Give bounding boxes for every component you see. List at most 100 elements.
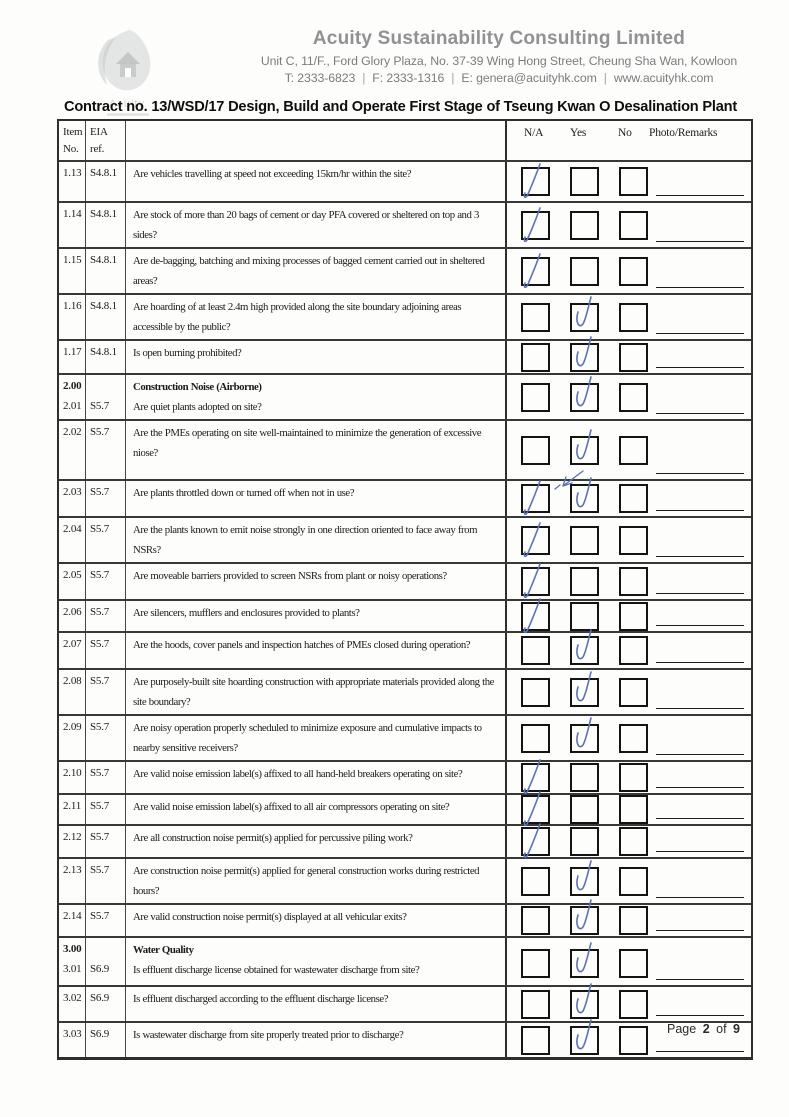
answer-cell	[507, 823, 751, 859]
answer-cell	[507, 335, 751, 373]
company-name: Acuity Sustainability Consulting Limited	[312, 28, 686, 49]
question-text: Are purposely-built site hoarding constr…	[133, 676, 494, 708]
checkbox-na	[521, 302, 550, 332]
eia-ref-cell: S6.9	[86, 938, 126, 985]
row-2.04: 2.04 S5.7 Are the plants known to emit noi…	[59, 518, 751, 564]
answer-cell	[507, 938, 751, 985]
checkbox-group	[521, 428, 648, 465]
answer-cell	[507, 563, 751, 599]
item-cell: 3.00 3.01	[59, 938, 86, 985]
eia-ref-value: S5.7	[90, 569, 110, 581]
question-text: Is effluent discharged according to the …	[133, 993, 389, 1005]
answer-cell	[507, 375, 751, 419]
remarks-line	[656, 241, 744, 242]
eia-ref-cell: S5.7	[86, 795, 126, 824]
eia-ref-value: S5.7	[90, 400, 110, 412]
checkbox-yes	[570, 167, 599, 196]
question-cell: Are purposely-built site hoarding constr…	[126, 670, 507, 714]
checkbox-na	[521, 342, 550, 372]
question-text: Are the hoods, cover panels and inspecti…	[133, 639, 471, 651]
checkbox-yes	[570, 859, 599, 896]
eia-ref-cell: S5.7	[86, 762, 126, 793]
question-text: Are quiet plants adopted on site?	[133, 400, 262, 413]
tick-mark-icon	[576, 859, 592, 890]
remarks-line	[656, 195, 744, 196]
tick-mark-icon	[576, 942, 592, 973]
checkbox-yes	[570, 827, 599, 856]
remarks-line	[656, 1051, 744, 1052]
checkbox-no	[619, 827, 648, 856]
row-3.02: 3.02 S6.9 Is effluent discharged according…	[59, 982, 751, 1023]
tick-mark-icon	[576, 629, 592, 660]
eia-ref-value: S4.8.1	[90, 300, 117, 312]
eia-ref-value: S5.7	[90, 675, 110, 687]
checkbox-yes	[570, 256, 599, 286]
checkbox-na	[521, 906, 550, 935]
row-1.15: 1.15 S4.8.1 Are de-bagging, batching and m…	[59, 249, 751, 295]
question-text: Are noisy operation properly scheduled t…	[133, 722, 482, 754]
tick-mark-icon	[523, 597, 541, 633]
answer-cell	[507, 203, 751, 247]
checkbox-na	[521, 480, 550, 516]
row-2.07: 2.07 S5.7 Are the hoods, cover panels and …	[59, 629, 751, 670]
tick-mark-icon	[523, 480, 541, 516]
question-cell: Water Quality Is effluent discharge licen…	[126, 938, 507, 985]
eia-ref-cell: S4.8.1	[86, 295, 126, 339]
question-cell: Are valid noise emission label(s) affixe…	[126, 762, 507, 793]
answer-cell	[507, 249, 751, 293]
header-remarks: Photo/Remarks	[649, 127, 718, 139]
tick-mark-icon	[576, 982, 592, 1013]
eia-ref-cell: S5.7	[86, 601, 126, 631]
row-2.02: 2.02 S5.7 Are the PMEs operating on site w…	[59, 421, 751, 481]
answer-cell	[507, 716, 751, 760]
checkbox-no	[619, 763, 648, 792]
item-cell: 1.15	[59, 249, 86, 293]
question-cell: Are de-bagging, batching and mixing proc…	[126, 249, 507, 293]
header-item-no: Item No.	[59, 121, 86, 160]
checkbox-na	[521, 163, 550, 199]
remarks-line	[656, 851, 744, 852]
row-2.13: 2.13 S5.7 Are construction noise permit(s)…	[59, 859, 751, 905]
row-3.00: 3.00 3.01 S6.9 Water Quality Is effluent dis…	[59, 938, 751, 987]
question-text: Are stock of more than 20 bags of cement…	[133, 209, 479, 241]
checkbox-no	[619, 167, 648, 196]
tick-mark-icon	[523, 163, 541, 199]
checkbox-na	[521, 383, 550, 412]
row-2.05: 2.05 S5.7 Are moveable barriers provided t…	[59, 563, 751, 601]
remarks-line	[656, 818, 744, 819]
question-text: Are vehicles travelling at speed not exc…	[133, 168, 412, 180]
question-cell: Are valid noise emission label(s) affixe…	[126, 795, 507, 824]
eia-ref-value: S5.7	[90, 606, 110, 618]
item-cell: 3.03	[59, 1023, 86, 1057]
tick-mark-icon	[576, 335, 592, 366]
eia-ref-cell: S5.7	[86, 859, 126, 903]
eia-ref-value: S5.7	[90, 910, 110, 922]
checkbox-yes	[570, 295, 599, 332]
eia-ref-cell: S5.7	[86, 633, 126, 668]
item-cell: 2.10	[59, 762, 86, 793]
letterhead: Acuity Sustainability Consulting Limited…	[225, 28, 773, 85]
checkbox-yes	[570, 335, 599, 372]
phone-number: T: 2333-6823	[284, 71, 356, 85]
checkbox-group	[521, 597, 648, 633]
company-address: Unit C, 11/F., Ford Glory Plaza, No. 37-…	[260, 54, 738, 68]
tick-mark-icon	[576, 477, 592, 508]
item-cell: 2.02	[59, 421, 86, 479]
eia-ref-value: S4.8.1	[90, 167, 117, 179]
question-text: Are de-bagging, batching and mixing proc…	[133, 255, 485, 287]
checkbox-yes	[570, 477, 599, 513]
question-text: Are silencers, mufflers and enclosures p…	[133, 607, 360, 619]
item-cell: 2.14	[59, 905, 86, 936]
checkbox-no	[619, 210, 648, 240]
tick-mark-icon	[523, 252, 541, 288]
question-text: Are valid noise emission label(s) affixe…	[133, 768, 463, 780]
section-title: Construction Noise (Airborne)	[133, 381, 262, 393]
question-text: Are all construction noise permit(s) app…	[133, 832, 413, 844]
checkbox-yes	[570, 210, 599, 240]
checkbox-no	[619, 302, 648, 332]
checkbox-group	[521, 982, 648, 1019]
item-cell: 2.08	[59, 670, 86, 714]
answer-cell	[507, 162, 751, 201]
checkbox-na	[521, 791, 550, 827]
page-label: Page	[667, 1022, 697, 1036]
